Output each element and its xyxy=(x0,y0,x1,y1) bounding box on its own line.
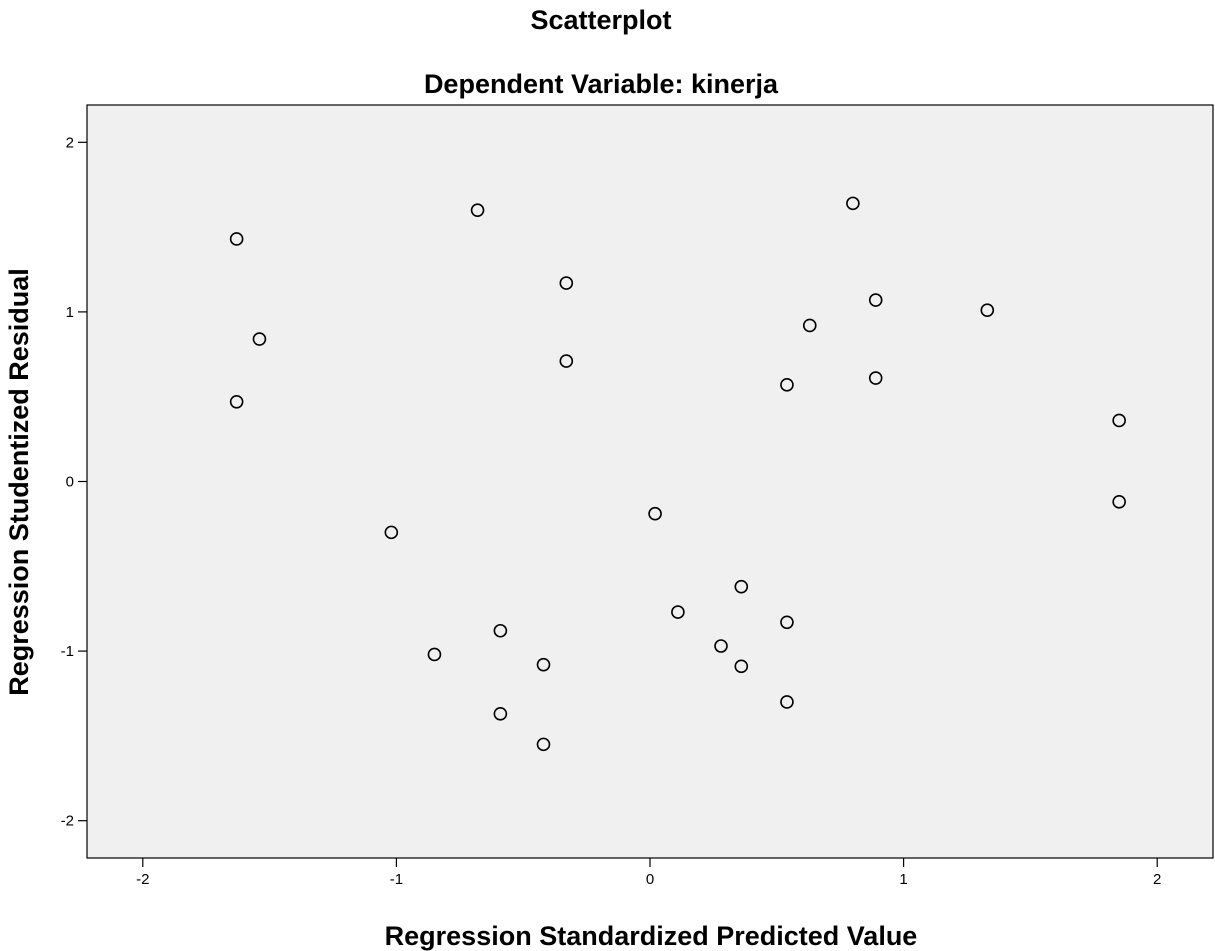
y-tick-label: 0 xyxy=(66,474,74,491)
y-axis: -2 -1 0 1 2 xyxy=(61,134,87,830)
data-points xyxy=(229,196,1126,752)
data-point xyxy=(470,203,485,217)
data-point xyxy=(559,354,574,368)
data-point xyxy=(868,371,883,385)
x-tick-label: -1 xyxy=(390,871,403,888)
data-point xyxy=(671,605,685,619)
data-point xyxy=(868,293,883,307)
y-tick-label: 1 xyxy=(66,304,74,321)
plot-area xyxy=(86,104,1214,859)
data-point xyxy=(559,276,574,290)
data-point xyxy=(493,707,508,721)
data-point xyxy=(536,737,551,752)
data-point xyxy=(714,639,728,653)
data-point xyxy=(384,525,399,540)
data-point xyxy=(780,695,794,709)
chart-title: Scatterplot xyxy=(530,5,671,35)
data-point xyxy=(1112,413,1126,428)
data-point xyxy=(427,647,442,662)
x-tick-label: 1 xyxy=(899,871,907,888)
data-point xyxy=(780,378,794,392)
data-point xyxy=(980,303,995,318)
x-tick-label: 0 xyxy=(646,871,654,888)
data-point xyxy=(493,623,508,638)
data-point xyxy=(780,615,794,630)
x-tick-label: 2 xyxy=(1153,871,1161,888)
data-point xyxy=(229,232,244,246)
y-axis-label: Regression Studentized Residual xyxy=(4,268,34,696)
data-point xyxy=(648,506,662,521)
y-tick-label: -1 xyxy=(61,643,74,660)
data-point xyxy=(1112,495,1126,509)
x-axis: -2 -1 0 1 2 xyxy=(136,858,1161,888)
data-point xyxy=(536,657,551,672)
x-tick-label: -2 xyxy=(136,871,149,888)
data-point xyxy=(734,579,749,594)
data-point xyxy=(734,659,749,674)
data-point xyxy=(846,196,860,211)
data-point xyxy=(229,394,244,409)
data-point xyxy=(802,318,817,333)
y-tick-label: -2 xyxy=(61,813,74,830)
y-tick-label: 2 xyxy=(66,134,74,151)
data-point xyxy=(252,332,267,346)
chart-subtitle: Dependent Variable: kinerja xyxy=(424,69,779,99)
x-axis-label: Regression Standardized Predicted Value xyxy=(385,921,918,951)
